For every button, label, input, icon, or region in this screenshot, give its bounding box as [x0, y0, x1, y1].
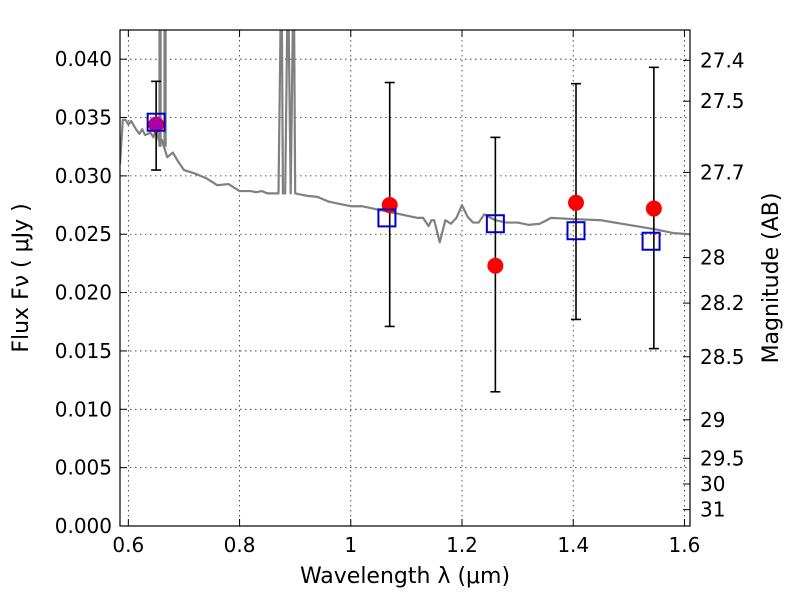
right-axis-label: Magnitude (AB) [759, 193, 784, 364]
observed-point [487, 257, 504, 274]
model-photometry-point [485, 214, 505, 234]
y-tick-label: 0.030 [55, 164, 112, 188]
x-tick-label: 0.6 [112, 533, 144, 557]
y-tick-label: 0.015 [55, 339, 112, 363]
model-spectrum-line [120, 30, 690, 244]
model-photometry-point [641, 231, 661, 251]
gridlines [120, 30, 690, 527]
observed-point [645, 200, 662, 217]
x-tick-label: 1.4 [557, 533, 589, 557]
right-tick-label: 27.7 [700, 160, 745, 184]
right-tick-label: 28.2 [700, 291, 745, 315]
y-tick-label: 0.040 [55, 47, 112, 71]
y-tick-label: 0.010 [55, 397, 112, 421]
model-photometry-point [377, 208, 397, 228]
x-tick-label: 0.8 [224, 533, 256, 557]
x-tick-label: 1.6 [669, 533, 701, 557]
x-tick-label: 1 [344, 533, 357, 557]
y-tick-label: 0.000 [55, 514, 112, 538]
right-tick-label: 29.5 [700, 446, 745, 470]
y-tick-label: 0.020 [55, 281, 112, 305]
right-tick-label: 28.5 [700, 345, 745, 369]
plot-frame [119, 29, 691, 527]
right-tick-label: 30 [700, 472, 725, 496]
x-tick-label: 1.2 [446, 533, 478, 557]
right-tick-label: 28 [700, 246, 725, 270]
observed-point [568, 194, 584, 211]
right-tick-label: 27.4 [700, 48, 745, 72]
y-tick-label: 0.025 [55, 222, 112, 246]
plot-area [120, 30, 690, 393]
x-axis-label: Wavelength λ (μm) [300, 564, 510, 589]
overlap-marker [149, 117, 164, 132]
right-tick-label: 31 [700, 498, 725, 522]
axes: 0.6 0.8 1 1.2 1.4 1.6 0.000 0.005 0.010 0.015 0.02… [55, 30, 745, 557]
y-axis-label: Flux Fν ( μJy ) [9, 203, 34, 352]
y-tick-label: 0.035 [55, 106, 112, 130]
y-tick-label: 0.005 [55, 456, 112, 480]
model-photometry-point [566, 221, 586, 241]
right-tick-label: 27.5 [700, 89, 745, 113]
model-photometry-point [146, 112, 166, 132]
right-tick-label: 29 [700, 408, 725, 432]
